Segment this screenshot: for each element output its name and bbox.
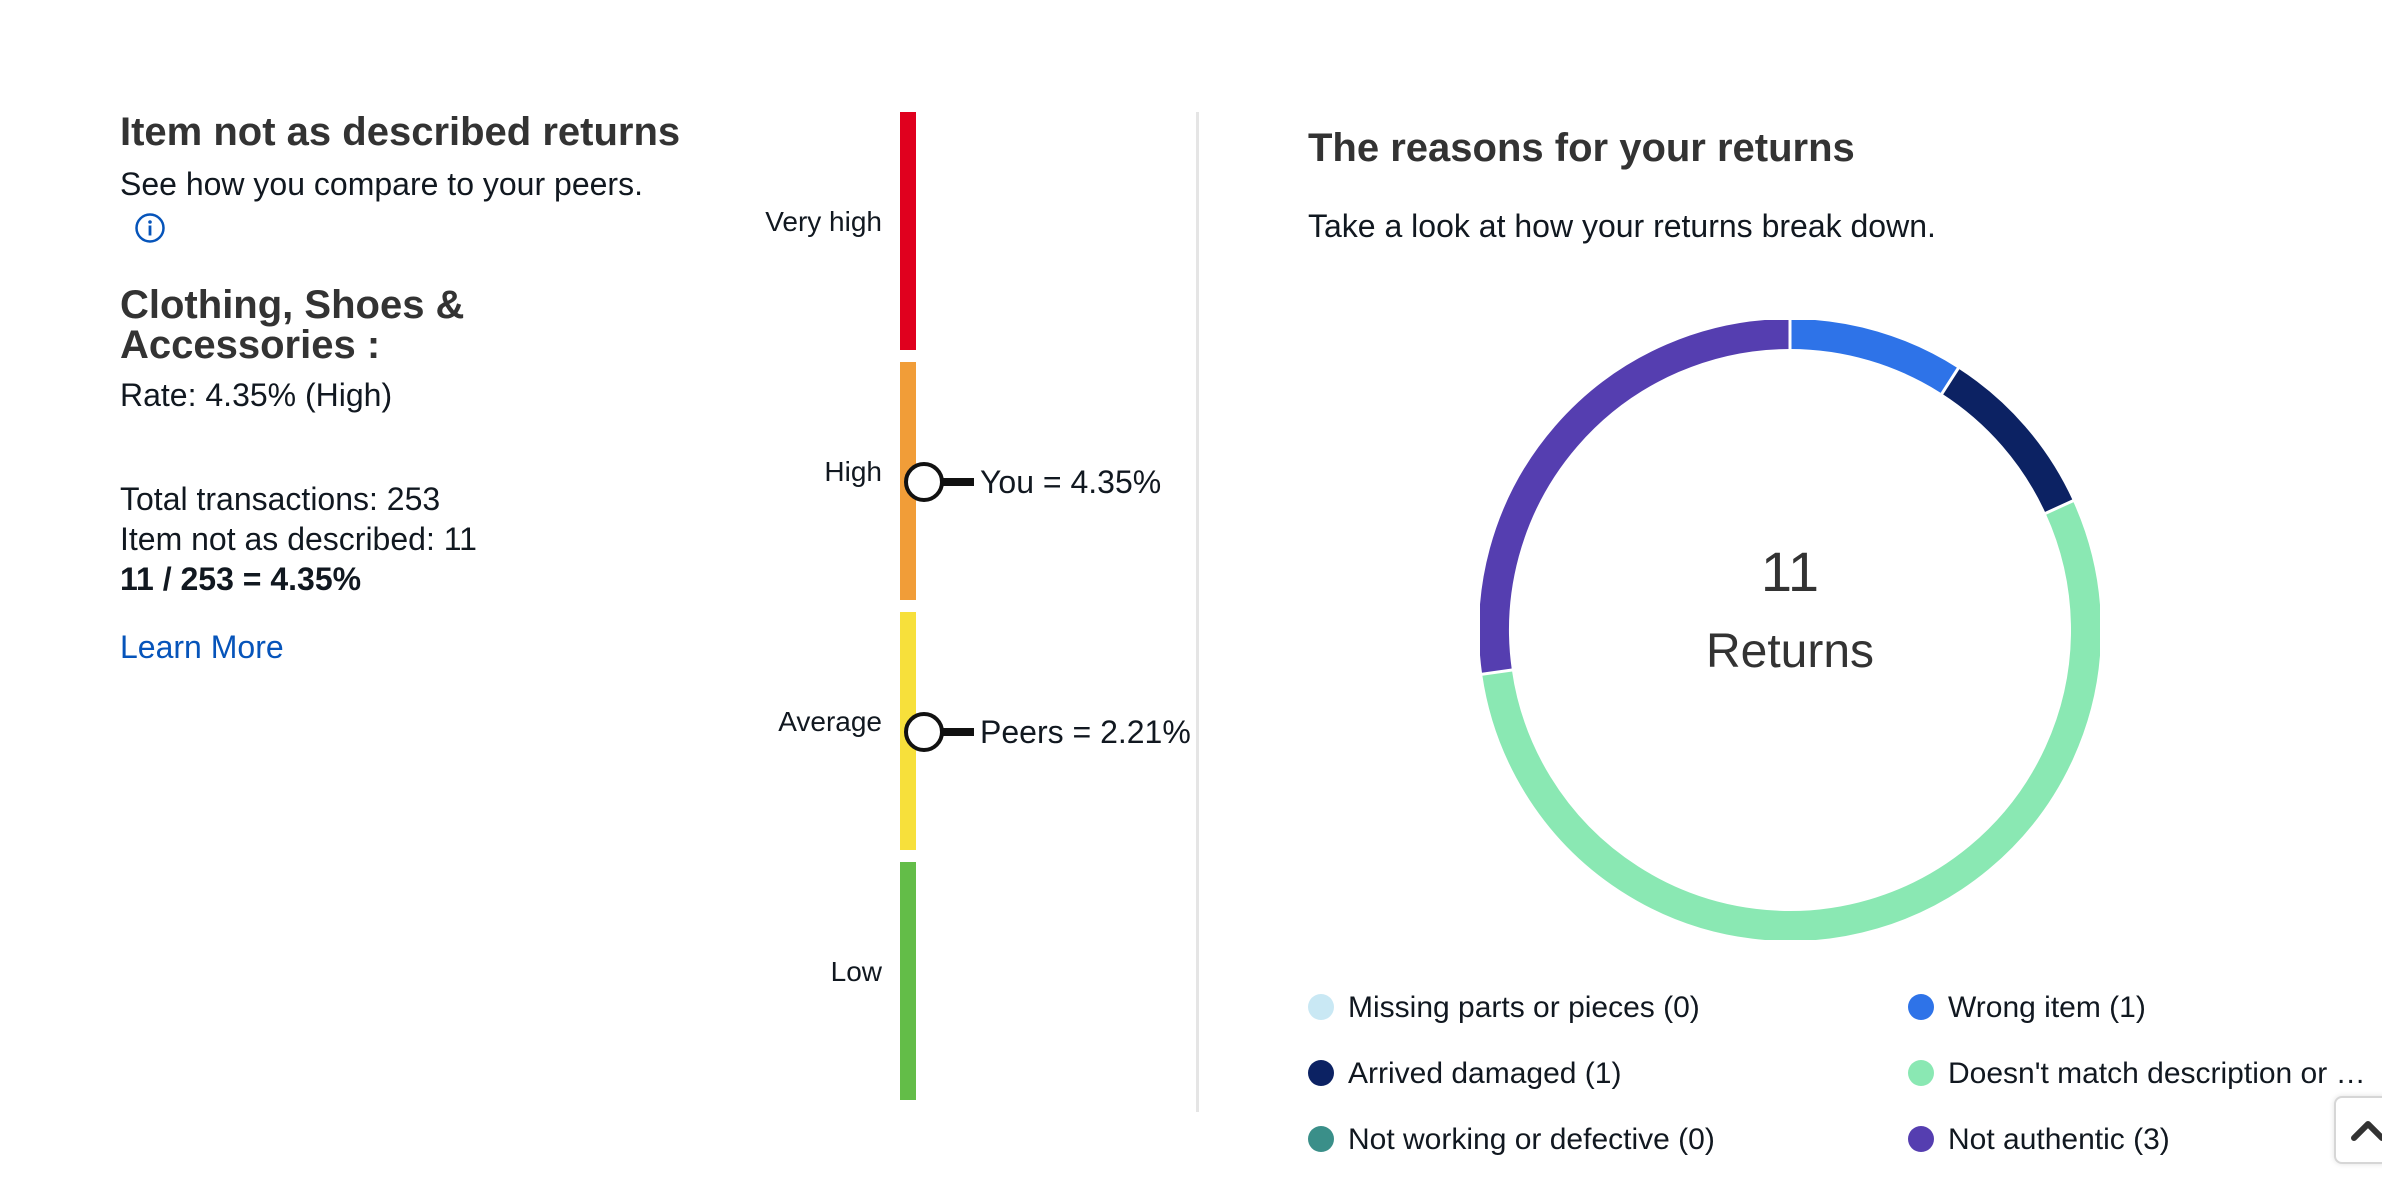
legend-dot-icon (1308, 1126, 1334, 1152)
returns-donut-chart: 11 Returns (1479, 317, 2101, 941)
summary-subtitle: See how you compare to your peers. (120, 166, 643, 202)
donut-segment-2 (1941, 368, 2073, 514)
legend-item-not-working: Not working or defective (0) (1308, 1120, 1868, 1160)
category-title: Clothing, Shoes & Accessories : (120, 283, 465, 367)
learn-more-link[interactable]: Learn More (120, 629, 284, 665)
legend-item-wrong-item: Wrong item (1) (1908, 988, 2382, 1028)
legend-dot-icon (1308, 994, 1334, 1020)
scale-segment-low (900, 862, 916, 1100)
donut-separator (1939, 365, 1961, 397)
rate-formula: 11 / 253 = 4.35% (120, 561, 362, 597)
legend-label: Doesn't match description or photos (6) (1948, 1057, 2382, 1090)
legend-dot-icon (1908, 994, 1934, 1020)
summary-panel: Item not as described returns See how yo… (120, 112, 700, 667)
legend-item-not-authentic: Not authentic (3) (1908, 1120, 2382, 1160)
breakdown-subtitle: Take a look at how your returns break do… (1308, 208, 1936, 244)
donut-total-label: Returns (1705, 625, 1875, 678)
chevron-up-icon (2351, 1121, 2382, 1141)
legend-label: Wrong item (1) (1948, 991, 2146, 1024)
legend-label: Arrived damaged (1) (1348, 1057, 1622, 1090)
stats-block: Total transactions: 253 Item not as desc… (120, 479, 700, 599)
peers-marker-label: Peers = 2.21% (980, 714, 1191, 750)
you-marker-stem (942, 478, 974, 486)
legend-item-missing-parts: Missing parts or pieces (0) (1308, 988, 1868, 1028)
legend-dot-icon (1308, 1060, 1334, 1086)
legend-item-doesnt-match: Doesn't match description or photos (6) (1908, 1054, 2382, 1094)
you-marker-label: You = 4.35% (980, 464, 1162, 500)
legend-item-arrived-damaged: Arrived damaged (1) (1308, 1054, 1868, 1094)
donut-segment-1 (1789, 319, 1959, 394)
scale-label-very-high: Very high (765, 206, 882, 237)
donut-segment-5 (1479, 319, 1791, 675)
breakdown-title: The reasons for your returns (1308, 126, 1855, 170)
scale-label-high: High (824, 456, 882, 487)
back-to-top-button[interactable] (2334, 1096, 2382, 1164)
donut-total-count: 11 (1760, 540, 1820, 603)
rating-scale: Very high High Average Low You = 4.35% P… (700, 112, 1200, 1100)
total-transactions: Total transactions: 253 (120, 481, 441, 517)
legend-label: Missing parts or pieces (0) (1348, 991, 1700, 1024)
info-circle-icon[interactable] (134, 212, 166, 244)
peers-marker-stem (942, 728, 974, 736)
scale-segment-very-high (900, 112, 916, 350)
legend-dot-icon (1908, 1126, 1934, 1152)
donut-svg (1479, 317, 2101, 941)
section-divider (1196, 112, 1199, 1112)
donut-segment-3 (1482, 500, 2101, 941)
scale-label-average: Average (778, 706, 882, 737)
peers-marker-ring (904, 712, 944, 752)
category-rate: Rate: 4.35% (High) (120, 377, 393, 413)
item-not-as-described-count: Item not as described: 11 (120, 521, 477, 557)
legend-label: Not authentic (3) (1948, 1123, 2170, 1156)
legend-dot-icon (1908, 1060, 1934, 1086)
legend-label: Not working or defective (0) (1348, 1123, 1715, 1156)
donut-separator (1479, 668, 1515, 677)
you-marker-ring (904, 462, 944, 502)
summary-title: Item not as described returns (120, 110, 681, 154)
donut-separator (2043, 498, 2076, 516)
scale-label-low: Low (830, 956, 882, 987)
returns-breakdown-panel: The reasons for your returns Take a look… (1308, 0, 2382, 1200)
